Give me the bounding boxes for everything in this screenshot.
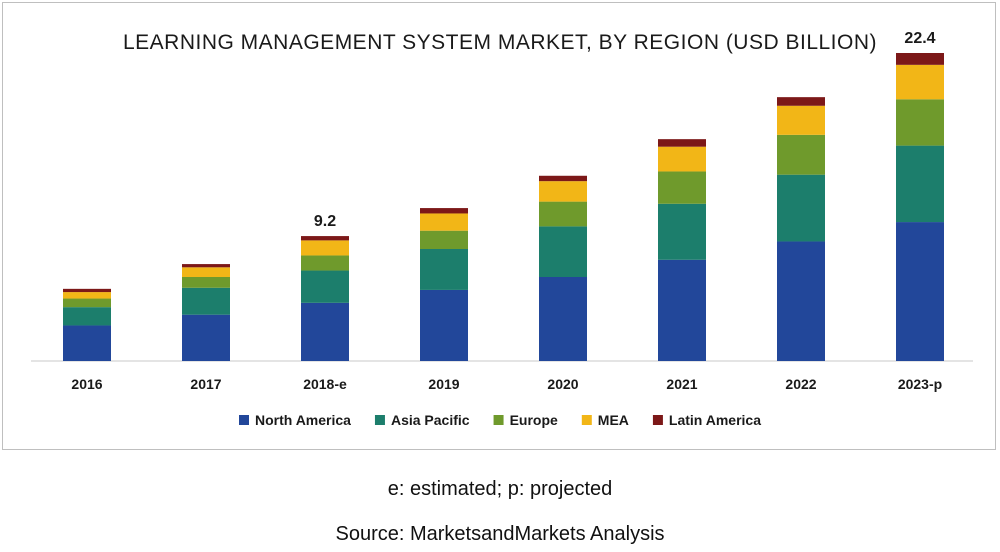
bar-2020-asia-pacific	[539, 226, 587, 277]
bar-2020-north-america	[539, 277, 587, 361]
bar-2021-mea	[658, 146, 706, 172]
bar-2020-mea	[539, 181, 587, 202]
legend: North America Asia Pacific Europe MEA Latin …	[239, 412, 761, 428]
x-tick-2017: 2017	[190, 376, 221, 392]
legend-item-latin-america: Latin America	[652, 412, 761, 428]
bar-2021-europe	[658, 171, 706, 204]
bar-2017-asia-pacific	[182, 287, 230, 315]
bar-2017-europe	[182, 277, 230, 288]
data-label-2018-e: 9.2	[314, 213, 336, 230]
bar-2023-p-latin-america	[896, 53, 944, 65]
bar-2023-p-mea	[896, 64, 944, 100]
bar-2019-asia-pacific	[420, 249, 468, 290]
x-tick-2023-p: 2023-p	[898, 376, 942, 392]
legend-swatch-europe	[493, 415, 504, 425]
source-note: Source: MarketsandMarkets Analysis	[335, 523, 665, 545]
legend-item-asia-pacific: Asia Pacific	[374, 412, 470, 428]
bar-2016-north-america	[63, 325, 111, 361]
x-tick-2021: 2021	[666, 376, 697, 392]
legend-swatch-north-america	[239, 415, 249, 425]
bar-2019-latin-america	[420, 208, 468, 214]
legend-label-europe: Europe	[510, 412, 558, 428]
bar-2022-latin-america	[777, 97, 825, 106]
x-tick-2018-e: 2018-e	[303, 376, 347, 392]
data-label-2023-p: 22.4	[904, 30, 935, 47]
bar-2017-latin-america	[182, 264, 230, 268]
legend-item-europe: Europe	[493, 412, 558, 428]
legend-label-north-america: North America	[255, 412, 351, 428]
bar-2022-asia-pacific	[777, 174, 825, 242]
bar-2021-asia-pacific	[658, 203, 706, 260]
legend-item-north-america: North America	[239, 412, 351, 428]
data-labels: 9.2 22.4	[314, 30, 936, 230]
bar-2020-europe	[539, 201, 587, 227]
bar-2016-mea	[63, 292, 111, 299]
chart-title: LEARNING MANAGEMENT SYSTEM MARKET, BY RE…	[123, 31, 877, 54]
legend-label-mea: MEA	[598, 412, 629, 428]
legend-item-mea: MEA	[581, 412, 629, 428]
x-tick-2022: 2022	[785, 376, 816, 392]
bar-2022-europe	[777, 134, 825, 175]
bar-2021-latin-america	[658, 139, 706, 147]
bar-2016-europe	[63, 298, 111, 308]
bar-2018-e-asia-pacific	[301, 270, 349, 303]
chart-frame: LEARNING MANAGEMENT SYSTEM MARKET, BY RE…	[2, 2, 996, 450]
x-tick-labels: 2016 2017 2018-e 2019 2020 2021 2022 2023-p	[71, 376, 942, 392]
bar-2018-e-north-america	[301, 302, 349, 361]
estimated-projected-note: e: estimated; p: projected	[387, 478, 613, 500]
bar-2022-north-america	[777, 241, 825, 361]
bar-2018-e-mea	[301, 240, 349, 256]
bar-2019-north-america	[420, 289, 468, 361]
x-tick-2020: 2020	[547, 376, 578, 392]
bar-2018-e-europe	[301, 255, 349, 271]
bar-2017-north-america	[182, 314, 230, 361]
bar-2022-mea	[777, 105, 825, 135]
bar-2023-p-asia-pacific	[896, 145, 944, 223]
legend-swatch-latin-america	[652, 415, 663, 425]
stacked-bar-chart: LEARNING MANAGEMENT SYSTEM MARKET, BY RE…	[31, 30, 973, 428]
bar-2017-mea	[182, 267, 230, 277]
bar-2016-asia-pacific	[63, 307, 111, 326]
x-tick-2019: 2019	[428, 376, 459, 392]
bars-group	[63, 53, 944, 361]
legend-swatch-asia-pacific	[374, 415, 385, 425]
bar-2016-latin-america	[63, 288, 111, 293]
bar-2021-north-america	[658, 259, 706, 361]
bar-2020-latin-america	[539, 175, 587, 182]
bar-2019-mea	[420, 213, 468, 231]
x-tick-2016: 2016	[71, 376, 102, 392]
legend-swatch-mea	[581, 415, 592, 425]
bar-2023-p-north-america	[896, 222, 944, 361]
bar-2019-europe	[420, 230, 468, 249]
legend-label-latin-america: Latin America	[669, 412, 761, 428]
bar-2018-e-latin-america	[301, 236, 349, 241]
bar-2023-p-europe	[896, 99, 944, 146]
legend-label-asia-pacific: Asia Pacific	[391, 412, 470, 428]
